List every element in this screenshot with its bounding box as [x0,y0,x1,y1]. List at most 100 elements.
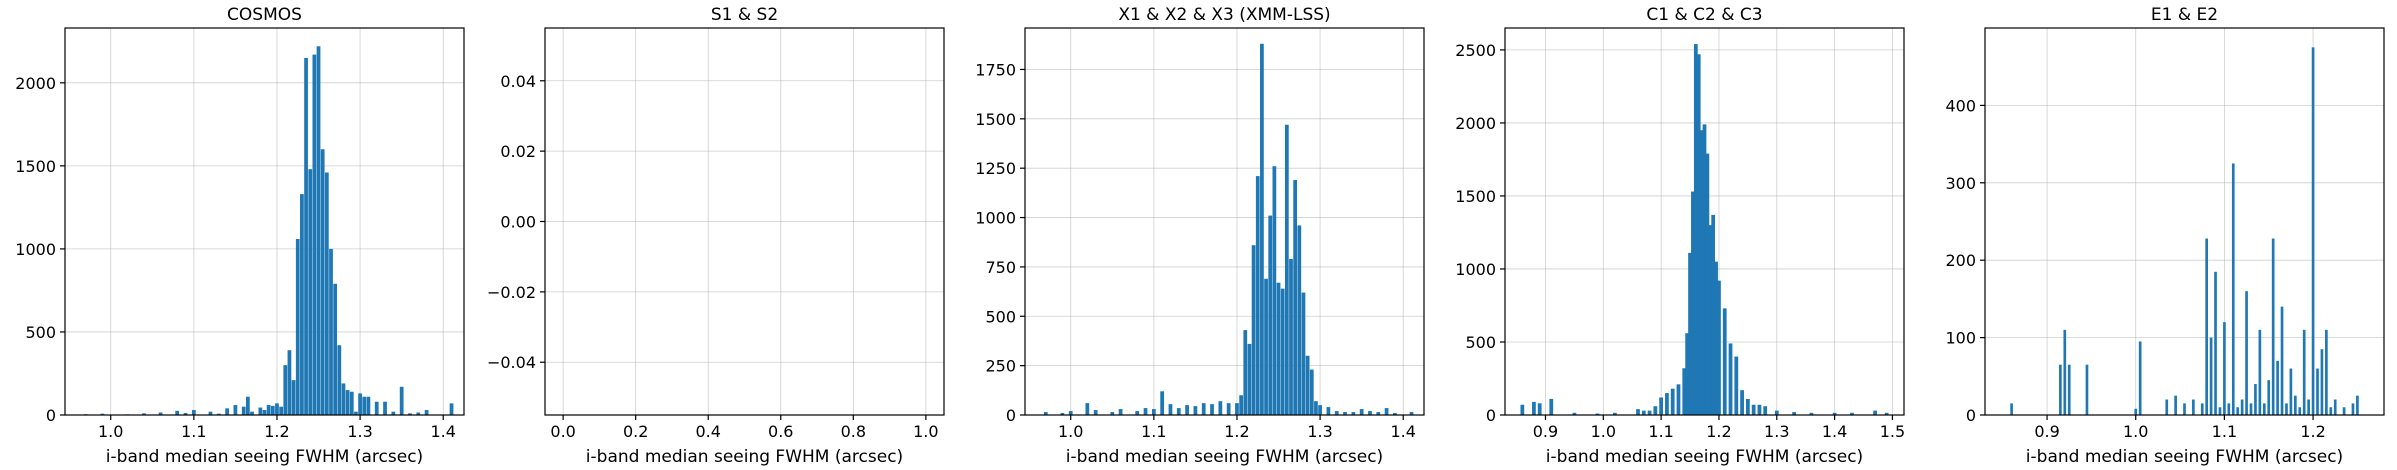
histogram-bar [1676,384,1681,415]
y-tick-label: 0 [46,406,56,425]
histogram-bar [1696,54,1701,415]
histogram-bar [1314,401,1318,415]
y-tick-label: 0 [1486,406,1496,425]
histogram-bar [233,405,238,415]
histogram-bar [158,412,163,415]
x-tick-label: 1.1 [1648,422,1673,441]
y-tick-label: 250 [985,357,1016,376]
histogram-bar [2192,399,2195,415]
histogram-bar [337,345,342,415]
chart-panel-5: 0.9 1.0 1.1 1.2 0 100 200 300 400 E1 & E2 i-band m… [1945,5,2385,467]
histogram-bar [1176,408,1181,415]
histogram-bar [208,411,213,415]
histogram-bar [2010,403,2013,415]
x-tick-label: 1.0 [1591,422,1616,441]
y-tick-label: 1500 [975,110,1016,129]
histogram-bar [1239,395,1243,415]
histogram-bar [2063,329,2067,415]
histogram-bar [1251,245,1256,415]
histogram-bar [1201,403,1206,415]
x-tick-label: 0.2 [623,422,648,441]
histogram-bar [2271,238,2275,415]
histogram-bar [1708,225,1713,415]
histogram-bar [1665,393,1669,415]
histogram-bar [1305,355,1310,415]
chart-panel-3: 1.0 1.1 1.2 1.3 1.4 0 250 500 750 1000 1250 1500 175… [975,5,1425,467]
histogram-bar [1376,412,1381,415]
histogram-bar [2258,329,2262,415]
chart-title: C1 & C2 & C3 [1646,5,1762,25]
histogram-bar [1185,405,1189,415]
x-tick-label: 1.4 [1390,422,1415,441]
x-tick-label: 1.0 [2123,422,2148,441]
histogram-bar [1289,259,1293,415]
histogram-bar [2307,399,2310,415]
histogram-bar [1043,412,1048,415]
histogram-bar [1218,401,1223,415]
histogram-bar [374,401,379,415]
histogram-bar [1060,413,1065,415]
histogram-bar [2085,364,2089,415]
x-tick-label: 1.2 [2300,422,2325,441]
y-tick-label: 500 [25,323,56,342]
y-tick-label: 500 [1465,333,1496,352]
histogram-bar [1243,330,1248,415]
x-tick-label: 0.6 [768,422,793,441]
histogram-bar [2236,407,2240,415]
histogram-bar [1160,391,1165,415]
histogram-bar [349,391,354,415]
histogram-bar [1168,404,1173,415]
x-tick-label: 1.1 [1141,422,1166,441]
y-tick-label: 2000 [15,74,56,93]
x-axis-label: i-band median seeing FWHM (arcsec) [1066,447,1383,467]
y-tick-label: 0 [1006,406,1016,425]
x-tick-label: 0.4 [696,422,721,441]
x-tick-label: 1.2 [264,422,289,441]
histogram-bar [216,413,221,415]
histogram-bar [2320,349,2324,415]
histogram-bar [183,413,188,415]
histogram-bar [2249,403,2253,415]
histogram-bar [142,413,146,415]
histogram-bar [2205,238,2208,415]
histogram-bar [2134,408,2138,415]
histogram-bar [2351,403,2355,415]
histogram-bar [1702,124,1707,416]
histogram-bar [2298,407,2302,415]
histogram-bar [1745,398,1750,415]
chart-title: S1 & S2 [711,5,778,25]
x-axis-label: i-band median seeing FWHM (arcsec) [106,447,423,467]
histogram-bar [2285,403,2288,415]
histogram-bar [1792,412,1797,415]
histogram-bar [1722,308,1727,415]
y-tick-label: 2500 [1455,41,1496,60]
histogram-bar [304,57,308,415]
histogram-bar [1670,388,1675,415]
histogram-bar [1763,406,1768,415]
histogram-bar [1641,410,1646,415]
histogram-bar [191,410,196,415]
histogram-bar [1280,288,1285,415]
y-tick-label: 0.00 [500,213,536,232]
histogram-bar [2223,322,2226,415]
histogram-bar [2059,364,2062,415]
histogram-bar [1235,403,1239,415]
histogram-bar [1688,252,1692,415]
chart-panel-2: 0.0 0.2 0.4 0.6 0.8 1.0 −0.04 −0.02 0.00 0.02 0.04… [487,5,945,467]
x-tick-label: 1.1 [2212,422,2237,441]
histogram-bar [320,149,325,415]
histogram-bar [1110,412,1115,415]
histogram-bar [1068,411,1073,415]
y-tick-label: 1000 [15,240,56,259]
histogram-bar [2209,337,2213,415]
x-tick-label: 1.0 [98,422,123,441]
y-tick-label: 750 [985,258,1016,277]
histogram-bar [1309,369,1314,415]
histogram-bar [1343,412,1347,415]
histogram-bar [1685,333,1690,415]
x-tick-label: 0.9 [1533,422,1558,441]
histogram-bar [2254,384,2257,415]
histogram-bar [1711,214,1716,415]
histogram-bar [1520,404,1525,415]
